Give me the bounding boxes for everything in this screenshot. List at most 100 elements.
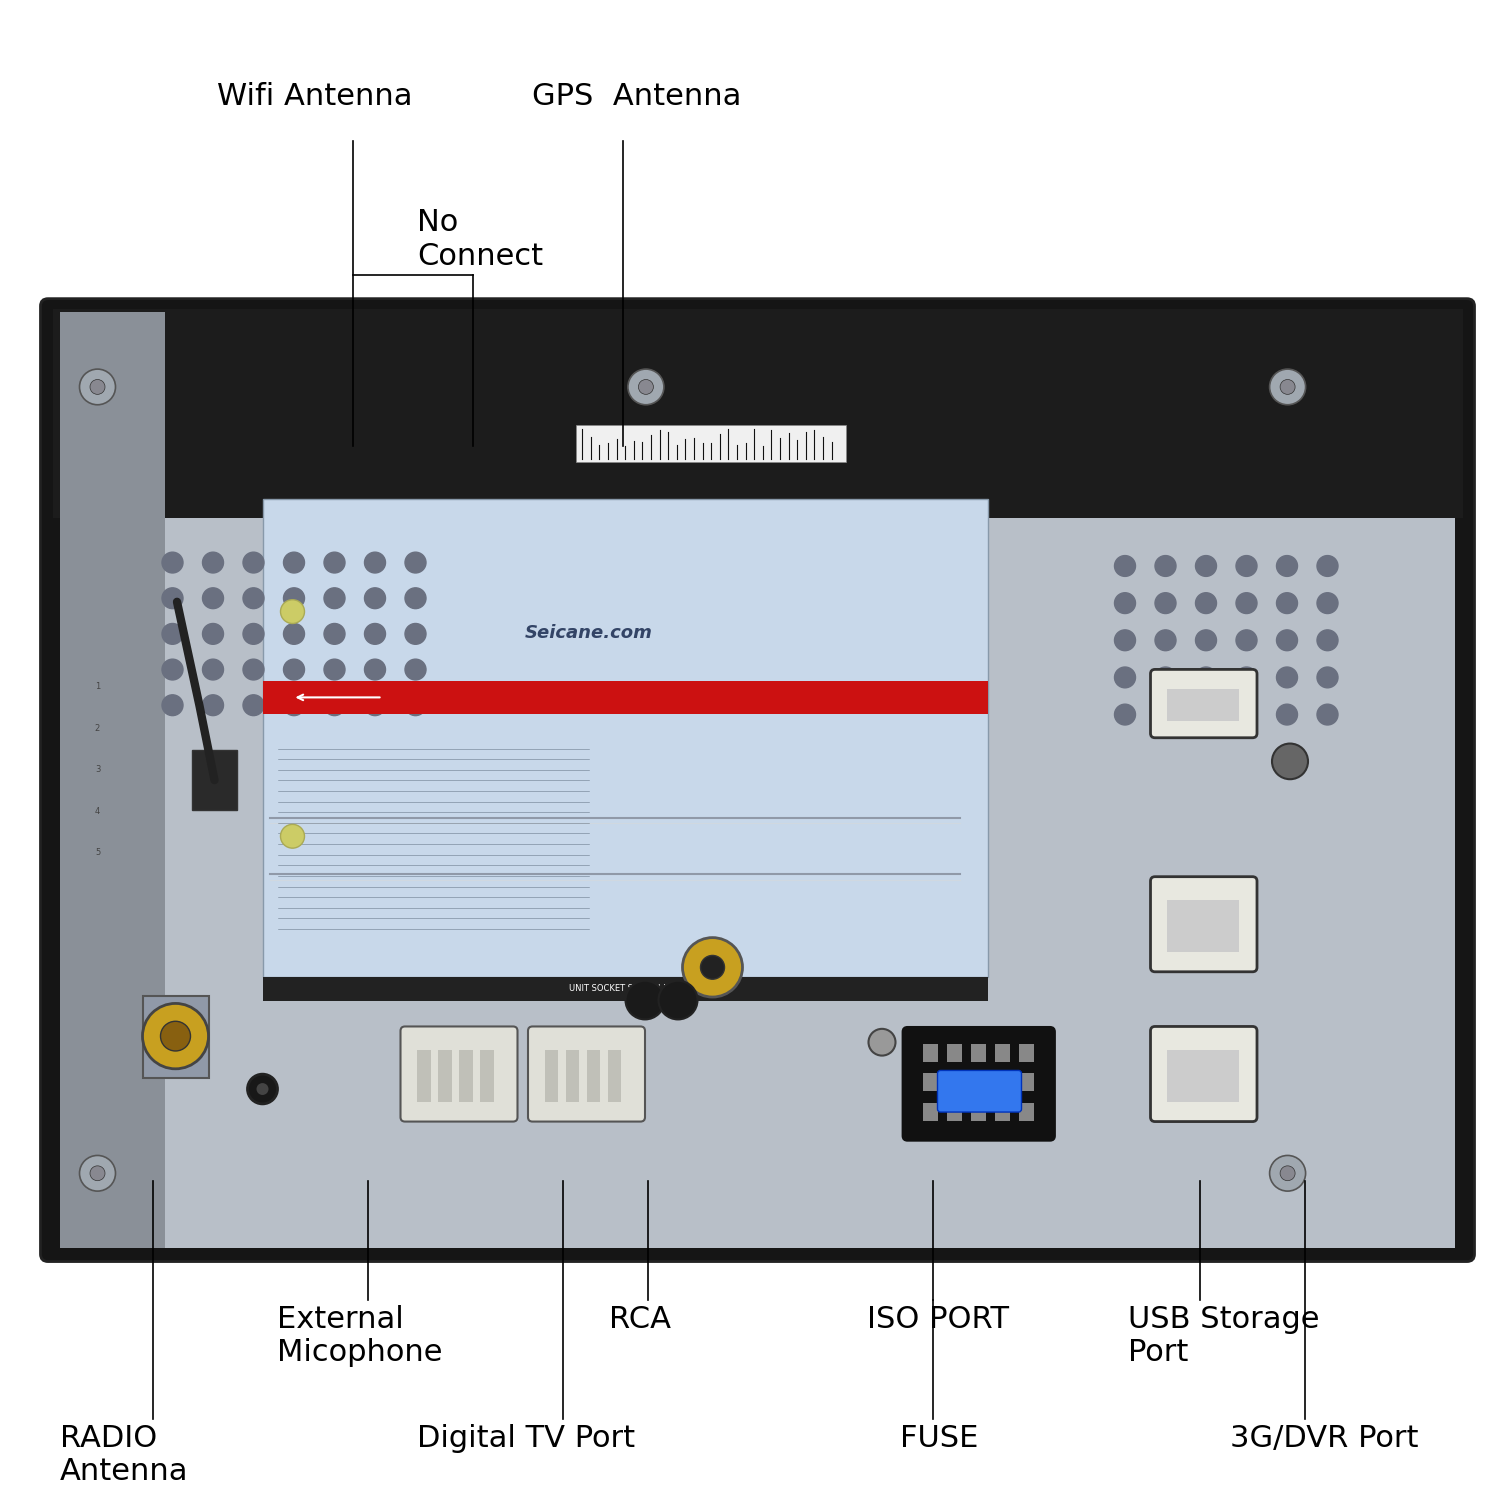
Circle shape (1272, 744, 1308, 778)
Circle shape (160, 1022, 190, 1052)
Bar (994, 1074, 1010, 1092)
Bar (438, 1050, 452, 1102)
Circle shape (405, 552, 426, 573)
Bar (262, 681, 989, 714)
Circle shape (243, 694, 264, 715)
Bar (1019, 1102, 1034, 1120)
FancyBboxPatch shape (324, 794, 426, 954)
Circle shape (162, 588, 183, 609)
Bar (544, 1050, 558, 1102)
Circle shape (202, 588, 223, 609)
Circle shape (1236, 592, 1257, 613)
Circle shape (1114, 704, 1136, 724)
Circle shape (1155, 592, 1176, 613)
Circle shape (626, 981, 664, 1020)
Bar (192, 750, 237, 810)
Circle shape (202, 658, 223, 680)
Circle shape (162, 552, 183, 573)
Circle shape (324, 588, 345, 609)
Text: RADIO
Antenna: RADIO Antenna (60, 1424, 189, 1486)
Circle shape (80, 369, 116, 405)
Circle shape (1196, 704, 1216, 724)
Circle shape (90, 380, 105, 394)
Circle shape (243, 588, 264, 609)
Circle shape (1155, 668, 1176, 688)
Circle shape (280, 600, 304, 624)
Bar (970, 1074, 986, 1092)
Circle shape (162, 624, 183, 645)
Circle shape (364, 624, 386, 645)
Bar (946, 1102, 962, 1120)
FancyBboxPatch shape (903, 1028, 1054, 1140)
Circle shape (405, 694, 426, 715)
Bar (1019, 1044, 1034, 1062)
Circle shape (243, 552, 264, 573)
Bar (1019, 1074, 1034, 1092)
Circle shape (1114, 630, 1136, 651)
Text: Digital TV Port: Digital TV Port (417, 1424, 634, 1452)
Circle shape (364, 588, 386, 609)
Circle shape (1236, 668, 1257, 688)
Circle shape (243, 658, 264, 680)
Circle shape (162, 658, 183, 680)
Circle shape (364, 694, 386, 715)
FancyBboxPatch shape (1150, 1026, 1257, 1122)
Circle shape (1317, 555, 1338, 576)
Bar (922, 1044, 938, 1062)
Bar (1167, 1050, 1239, 1102)
Circle shape (682, 938, 742, 998)
Circle shape (868, 1029, 895, 1056)
Circle shape (405, 588, 426, 609)
Circle shape (1236, 704, 1257, 724)
Text: 2: 2 (94, 723, 100, 732)
Circle shape (284, 694, 304, 715)
Circle shape (284, 552, 304, 573)
Bar (994, 1044, 1010, 1062)
Circle shape (202, 624, 223, 645)
Circle shape (90, 1166, 105, 1180)
Bar (480, 1050, 494, 1102)
Circle shape (284, 658, 304, 680)
Circle shape (1196, 630, 1216, 651)
FancyBboxPatch shape (459, 794, 561, 954)
Bar (262, 976, 989, 1000)
Circle shape (1317, 668, 1338, 688)
Circle shape (162, 694, 183, 715)
Circle shape (364, 552, 386, 573)
Circle shape (1276, 592, 1298, 613)
Circle shape (628, 369, 664, 405)
Circle shape (1196, 555, 1216, 576)
Bar (1167, 688, 1239, 722)
Text: RCA: RCA (609, 1305, 670, 1334)
Circle shape (1269, 1155, 1305, 1191)
Circle shape (202, 694, 223, 715)
Bar (922, 1102, 938, 1120)
FancyBboxPatch shape (528, 1026, 645, 1122)
FancyBboxPatch shape (40, 298, 1474, 1262)
Circle shape (639, 380, 654, 394)
Circle shape (1114, 555, 1136, 576)
Text: FUSE: FUSE (900, 1424, 978, 1452)
Bar (586, 1050, 600, 1102)
Circle shape (1196, 592, 1216, 613)
Circle shape (1236, 630, 1257, 651)
Bar (459, 1050, 472, 1102)
FancyBboxPatch shape (1150, 669, 1257, 738)
Circle shape (324, 552, 345, 573)
Bar (1167, 900, 1239, 952)
Circle shape (324, 624, 345, 645)
FancyBboxPatch shape (400, 1026, 518, 1122)
Bar (946, 1044, 962, 1062)
Circle shape (284, 624, 304, 645)
Bar (576, 424, 846, 462)
Circle shape (1317, 592, 1338, 613)
Circle shape (1276, 630, 1298, 651)
Circle shape (142, 1004, 208, 1070)
Text: 1: 1 (94, 682, 100, 692)
Circle shape (1276, 555, 1298, 576)
Circle shape (1114, 668, 1136, 688)
Text: UNIT SOCKET SKETCH MAP: UNIT SOCKET SKETCH MAP (568, 984, 681, 993)
Text: No
Connect: No Connect (417, 209, 543, 270)
Text: GPS  Antenna: GPS Antenna (532, 81, 742, 111)
Bar (922, 1074, 938, 1092)
